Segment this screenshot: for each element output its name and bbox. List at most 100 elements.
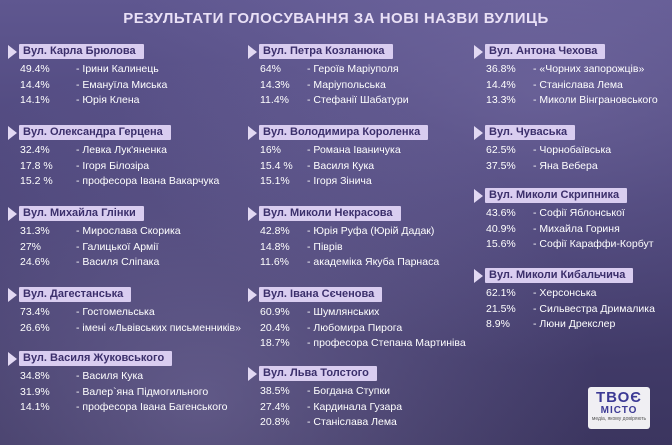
street-block: Вул. Василя Жуковського 34.8% - Василя Ку… [8,351,253,416]
result-percent: 31.3% [20,225,50,237]
result-row: 14.4% - Станіслава Лема [474,78,669,94]
result-row: 16% - Романа Іваничука [248,143,473,159]
street-name: Вул. Миколи Кибальчича [485,268,634,283]
street-name: Вул. Миколи Скрипника [485,188,628,203]
result-row: 40.9% - Михайла Гориня [474,222,669,238]
result-row: 36.8% - «Чорних запорожців» [474,62,669,78]
result-name: - Гостомельська [76,306,155,318]
result-percent: 13.3% [486,94,516,106]
result-row: 27% - Галицької Армії [8,240,253,256]
result-name: - Софії Караффи-Корбут [533,238,654,250]
result-percent: 18.7% [260,337,290,349]
result-name: - Софії Яблонської [533,207,625,219]
arrow-icon [8,287,17,302]
result-percent: 14.1% [20,401,50,413]
result-row: 14.3% - Маріупольська [248,78,473,94]
result-row: 14.8% - Піврів [248,240,473,256]
result-row: 27.4% - Кардинала Гузара [248,400,473,416]
result-row: 14.4% - Емануїла Миська [8,78,253,94]
street-block: Вул. Миколи Некрасова 42.8% - Юрія Руфа (… [248,206,473,271]
result-percent: 14.1% [20,94,50,106]
result-name: - Василя Кука [307,159,375,172]
street-block: Вул. Карла Брюлова 49.4% - Ірини Калинець… [8,44,253,109]
result-row: 11.4% - Стефанії Шабатури [248,93,473,109]
result-name: - Михайла Гориня [533,222,620,235]
result-percent: 60.9% [260,306,290,318]
street-name: Вул. Івана Сєченова [259,287,383,302]
result-percent: 14.8% [260,240,290,253]
poster-title: РЕЗУЛЬТАТИ ГОЛОСУВАННЯ ЗА НОВІ НАЗВИ ВУЛ… [123,10,549,27]
result-row: 24.6% - Василя Сліпака [8,255,253,271]
street-name: Вул. Дагестанська [19,287,132,302]
street-header: Вул. Миколи Кибальчича [474,268,669,283]
arrow-icon [8,125,17,140]
result-row: 60.9% - Шумлянських [248,305,473,321]
result-percent: 20.8% [260,416,290,428]
result-name: - Галицької Армії [76,240,159,253]
street-block: Вул. Чуваська 62.5% - Чорнобаївська 37.5%… [474,125,669,174]
result-percent: 73.4% [20,306,50,318]
result-name: - Богдана Ступки [307,385,390,397]
street-name: Вул. Володимира Короленка [259,125,429,140]
result-percent: 24.6% [20,256,50,268]
result-row: 31.9% - Валер`яна Підмогильного [8,385,253,401]
street-name: Вул. Петра Козланюка [259,44,393,59]
result-name: - професора Івана Вакарчука [76,175,220,187]
logo-tagline: медіа, якому довіряють [591,416,647,422]
result-row: 20.8% - Станіслава Лема [248,415,473,431]
result-row: 15.6% - Софії Караффи-Корбут [474,237,669,253]
result-name: - Шумлянських [307,306,380,318]
result-name: - імені «Львівських письменників» [76,321,241,334]
street-name: Вул. Карла Брюлова [19,44,144,59]
result-row: 18.7% - професора Степана Мартиніва [248,336,473,352]
result-row: 64% - Героїв Маріуполя [248,62,473,78]
street-name: Вул. Миколи Некрасова [259,206,401,221]
result-percent: 49.4% [20,63,50,75]
result-percent: 15.6% [486,238,516,250]
result-row: 21.5% - Сильвестра Дрималика [474,302,669,318]
logo-line2: МІСТО [600,405,638,416]
street-header: Вул. Чуваська [474,125,669,140]
arrow-icon [474,268,483,283]
result-name: - Люни Дрекслер [533,318,616,330]
street-header: Вул. Володимира Короленка [248,125,473,140]
result-name: - професора Івана Багенського [76,401,228,413]
street-header: Вул. Дагестанська [8,287,253,302]
street-header: Вул. Василя Жуковського [8,351,253,366]
result-percent: 14.4% [486,78,516,91]
result-name: - «Чорних запорожців» [533,63,645,75]
result-name: - Сильвестра Дрималика [533,302,655,315]
logo-line1: ТВОЄ [596,389,642,406]
street-block: Вул. Дагестанська 73.4% - Гостомельська 2… [8,287,253,336]
result-percent: 38.5% [260,385,290,397]
result-name: - Яна Вебера [533,159,598,172]
street-header: Вул. Петра Козланюка [248,44,473,59]
result-row: 37.5% - Яна Вебера [474,159,669,175]
result-name: - Юрія Руфа (Юрій Дадак) [307,225,435,237]
result-row: 11.6% - академіка Якуба Парнаса [248,255,473,271]
street-block: Вул. Володимира Короленка 16% - Романа Ів… [248,125,473,190]
result-row: 15.1% - Ігоря Зінича [248,174,473,190]
result-percent: 37.5% [486,159,516,172]
street-name: Вул. Антона Чехова [485,44,606,59]
result-percent: 15.1% [260,175,290,187]
result-row: 13.3% - Миколи Вінграновського [474,93,669,109]
result-name: - Маріупольська [307,78,386,91]
street-block: Вул. Олександра Герцена 32.4% - Левка Лук… [8,125,253,190]
street-block: Вул. Івана Сєченова 60.9% - Шумлянських 2… [248,287,473,352]
result-row: 14.1% - професора Івана Багенського [8,400,253,416]
arrow-icon [474,125,483,140]
result-row: 26.6% - імені «Львівських письменників» [8,321,253,337]
result-name: - Василя Сліпака [76,256,160,268]
result-row: 20.4% - Любомира Пирога [248,321,473,337]
arrow-icon [248,206,257,221]
street-block: Вул. Миколи Кибальчича 62.1% - Херсонська… [474,268,669,333]
street-header: Вул. Олександра Герцена [8,125,253,140]
arrow-icon [474,188,483,203]
result-name: - Миколи Вінграновського [533,94,658,106]
result-percent: 43.6% [486,207,516,219]
result-percent: 42.8% [260,225,290,237]
result-percent: 14.4% [20,78,50,91]
street-block: Вул. Михайла Глінки 31.3% - Мирослава Ско… [8,206,253,271]
result-name: - академіка Якуба Парнаса [307,256,440,268]
